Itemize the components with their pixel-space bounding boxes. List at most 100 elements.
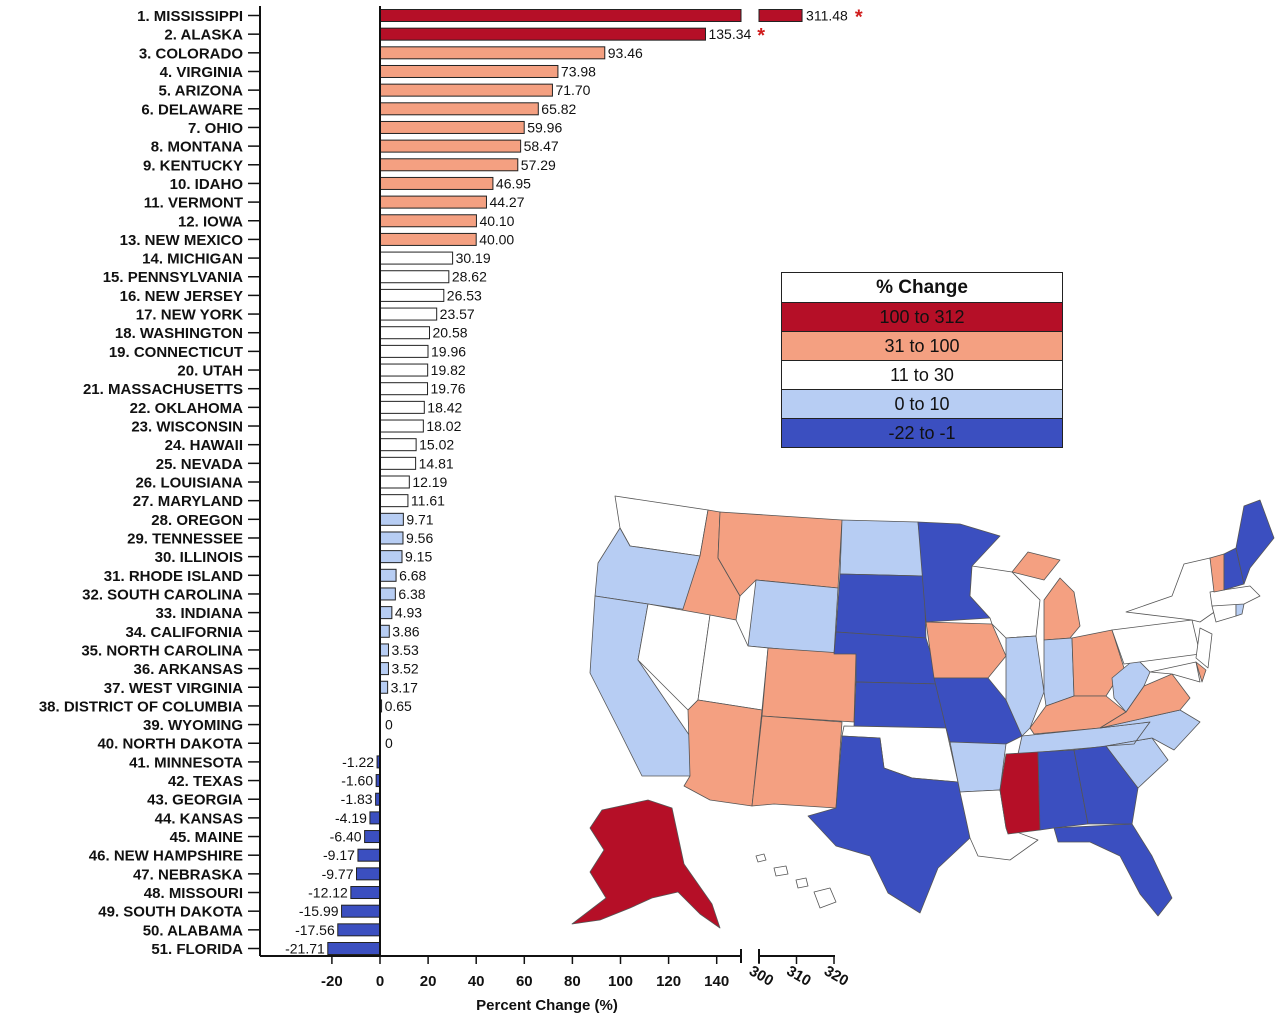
category-label: 21. MASSACHUSETTS [83, 381, 243, 398]
bar [341, 904, 381, 918]
bar [379, 9, 742, 22]
category-label: 47. NEBRASKA [133, 866, 243, 883]
bar [379, 494, 409, 508]
category-label: 6. DELAWARE [141, 101, 243, 118]
map-pennsylvania [1111, 619, 1201, 665]
x-tick-label: 140 [704, 973, 729, 990]
x-tick-label: 60 [516, 973, 533, 990]
value-label: 40.00 [479, 231, 514, 247]
value-label: -15.99 [299, 903, 339, 919]
x-tick-label: 20 [420, 973, 437, 990]
map-arkansas [949, 741, 1007, 793]
value-label: 93.46 [608, 45, 643, 61]
bar [379, 382, 429, 396]
map-indiana [1043, 637, 1075, 707]
category-label: 48. MISSOURI [144, 885, 243, 902]
category-label: 2. ALASKA [164, 27, 243, 44]
value-label: 12.19 [412, 474, 447, 490]
map-alabama [1037, 749, 1089, 831]
value-label: 6.38 [398, 586, 425, 602]
category-label: 20. UTAH [177, 363, 243, 380]
bar [350, 886, 381, 900]
value-label: 28.62 [452, 269, 487, 285]
category-label: 8. MONTANA [151, 139, 243, 156]
category-label: 10. IDAHO [170, 176, 244, 193]
category-label: 16. NEW JERSEY [120, 288, 243, 305]
bar [758, 9, 803, 22]
legend-item: 11 to 30 [782, 361, 1062, 390]
value-label: 3.86 [392, 623, 419, 639]
category-label: 23. WISCONSIN [131, 419, 243, 436]
map-west-virginia [1111, 657, 1151, 713]
category-label: 15. PENNSYLVANIA [103, 269, 243, 286]
bar [379, 363, 429, 377]
map-texas [807, 735, 971, 914]
category-label: 3. COLORADO [139, 45, 244, 62]
bar [364, 830, 381, 844]
category-label: 22. OKLAHOMA [130, 400, 244, 417]
value-label: 4.93 [395, 605, 422, 621]
value-label: -12.12 [308, 885, 348, 901]
value-label: -9.17 [323, 847, 355, 863]
bar [379, 419, 424, 433]
value-label: -1.83 [341, 791, 373, 807]
value-label: 73.98 [561, 63, 596, 79]
value-label: 311.48 [806, 8, 848, 24]
map-kentucky [1029, 695, 1127, 735]
map-arizona [683, 699, 763, 807]
map-maine [1235, 499, 1275, 585]
value-label: 44.27 [489, 194, 524, 210]
value-label: 26.53 [447, 287, 482, 303]
bar [379, 680, 389, 694]
category-label: 51. FLORIDA [151, 941, 243, 958]
category-label: 1. MISSISSIPPI [137, 8, 243, 25]
legend-item: 0 to 10 [782, 390, 1062, 419]
category-label: 25. NEVADA [156, 456, 243, 473]
x-tick-label: -20 [321, 973, 343, 990]
bar [379, 46, 606, 60]
category-label: 29. TENNESSEE [127, 530, 243, 547]
bar [379, 270, 450, 284]
bar [379, 475, 410, 489]
map-south-dakota [835, 573, 927, 639]
bar [379, 643, 389, 657]
bar [379, 531, 404, 545]
value-label: 18.02 [426, 418, 461, 434]
significance-asterisk: * [757, 25, 765, 47]
category-label: 4. VIRGINIA [160, 64, 244, 81]
value-label: 0 [385, 735, 393, 751]
value-label: -1.22 [342, 754, 374, 770]
category-label: 43. GEORGIA [147, 792, 243, 809]
map-georgia [1073, 745, 1139, 825]
map-delaware [1195, 661, 1207, 683]
value-label: 19.82 [431, 362, 466, 378]
significance-asterisk: * [855, 7, 863, 29]
category-label: 39. WYOMING [143, 717, 243, 734]
value-label: 46.95 [496, 175, 531, 191]
x-tick-label: 300 [746, 962, 776, 989]
map-north-dakota [839, 519, 925, 577]
category-label: 34. CALIFORNIA [125, 624, 243, 641]
category-label: 12. IOWA [178, 213, 243, 230]
category-label: 30. ILLINOIS [155, 549, 243, 566]
x-axis-label: Percent Change (%) [476, 997, 618, 1014]
value-label: 65.82 [541, 101, 576, 117]
map-new-jersey [1195, 627, 1213, 669]
value-label: -17.56 [295, 922, 335, 938]
bar [379, 456, 417, 470]
category-label: 40. NORTH DAKOTA [97, 736, 243, 753]
x-tick-label: 0 [376, 973, 384, 990]
category-label: 14. MICHIGAN [142, 251, 243, 268]
bar [379, 344, 429, 358]
category-label: 11. VERMONT [144, 195, 243, 212]
category-label: 36. ARKANSAS [134, 661, 243, 678]
bar [379, 251, 454, 265]
category-label: 24. HAWAII [165, 437, 243, 454]
us-map [571, 495, 1275, 929]
bar [379, 662, 389, 676]
bar [379, 307, 438, 321]
map-maryland [1149, 661, 1201, 683]
bar [379, 64, 559, 78]
value-label: -1.60 [341, 773, 373, 789]
